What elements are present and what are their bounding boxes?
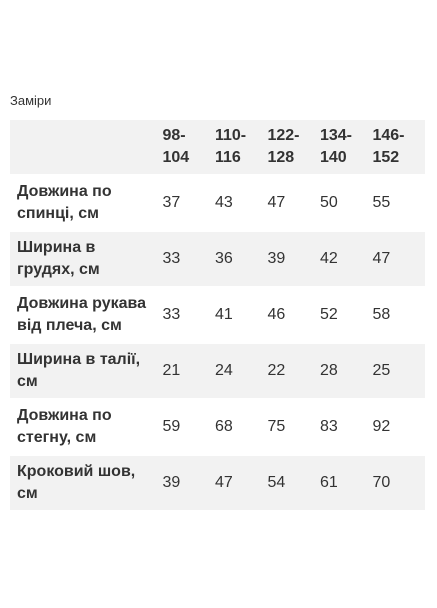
- value-cell: 61: [319, 456, 373, 510]
- value-cell: 50: [319, 176, 373, 230]
- table-row: Довжина по стегну, см 59 68 75 83 92: [10, 400, 425, 454]
- header-size-cell: 98- 104: [162, 120, 215, 174]
- value-cell: 42: [319, 232, 373, 286]
- value-cell: 22: [267, 344, 320, 398]
- table-row: Ширина в грудях, см 33 36 39 42 47: [10, 232, 425, 286]
- row-label: Довжина по стегну, см: [10, 400, 163, 454]
- value-cell: 41: [214, 288, 268, 342]
- value-cell: 28: [319, 344, 373, 398]
- value-cell: 52: [319, 288, 373, 342]
- value-cell: 47: [372, 232, 425, 286]
- row-label: Кроковий шов, см: [10, 456, 163, 510]
- value-cell: 75: [267, 400, 320, 454]
- table-row: Ширина в талії, см 21 24 22 28 25: [10, 344, 425, 398]
- header-size-cell: 122- 128: [267, 120, 320, 174]
- row-label: Довжина по спинці, см: [10, 176, 163, 230]
- value-cell: 25: [372, 344, 425, 398]
- header-size-cell: 134- 140: [319, 120, 373, 174]
- value-cell: 83: [319, 400, 373, 454]
- value-cell: 59: [162, 400, 215, 454]
- size-table: 98- 104 110- 116 122- 128 134- 140 146- 152 Д…: [10, 118, 425, 512]
- table-row: Кроковий шов, см 39 47 54 61 70: [10, 456, 425, 510]
- value-cell: 47: [214, 456, 268, 510]
- header-size-cell: 146- 152: [372, 120, 425, 174]
- value-cell: 70: [372, 456, 425, 510]
- header-corner-cell: [10, 120, 163, 174]
- row-label: Довжина рукава від плеча, см: [10, 288, 163, 342]
- row-label: Ширина в талії, см: [10, 344, 163, 398]
- value-cell: 47: [267, 176, 320, 230]
- value-cell: 39: [267, 232, 320, 286]
- value-cell: 92: [372, 400, 425, 454]
- value-cell: 46: [267, 288, 320, 342]
- row-label: Ширина в грудях, см: [10, 232, 163, 286]
- value-cell: 39: [162, 456, 215, 510]
- value-cell: 54: [267, 456, 320, 510]
- value-cell: 33: [162, 232, 215, 286]
- table-caption: Заміри: [10, 93, 52, 108]
- value-cell: 24: [214, 344, 268, 398]
- value-cell: 21: [162, 344, 215, 398]
- value-cell: 36: [214, 232, 268, 286]
- value-cell: 43: [214, 176, 268, 230]
- value-cell: 55: [372, 176, 425, 230]
- header-size-cell: 110- 116: [214, 120, 268, 174]
- table-row: Довжина по спинці, см 37 43 47 50 55: [10, 176, 425, 230]
- table-row: Довжина рукава від плеча, см 33 41 46 52 …: [10, 288, 425, 342]
- header-row: 98- 104 110- 116 122- 128 134- 140 146- 152: [10, 120, 425, 174]
- value-cell: 33: [162, 288, 215, 342]
- value-cell: 58: [372, 288, 425, 342]
- value-cell: 68: [214, 400, 268, 454]
- value-cell: 37: [162, 176, 215, 230]
